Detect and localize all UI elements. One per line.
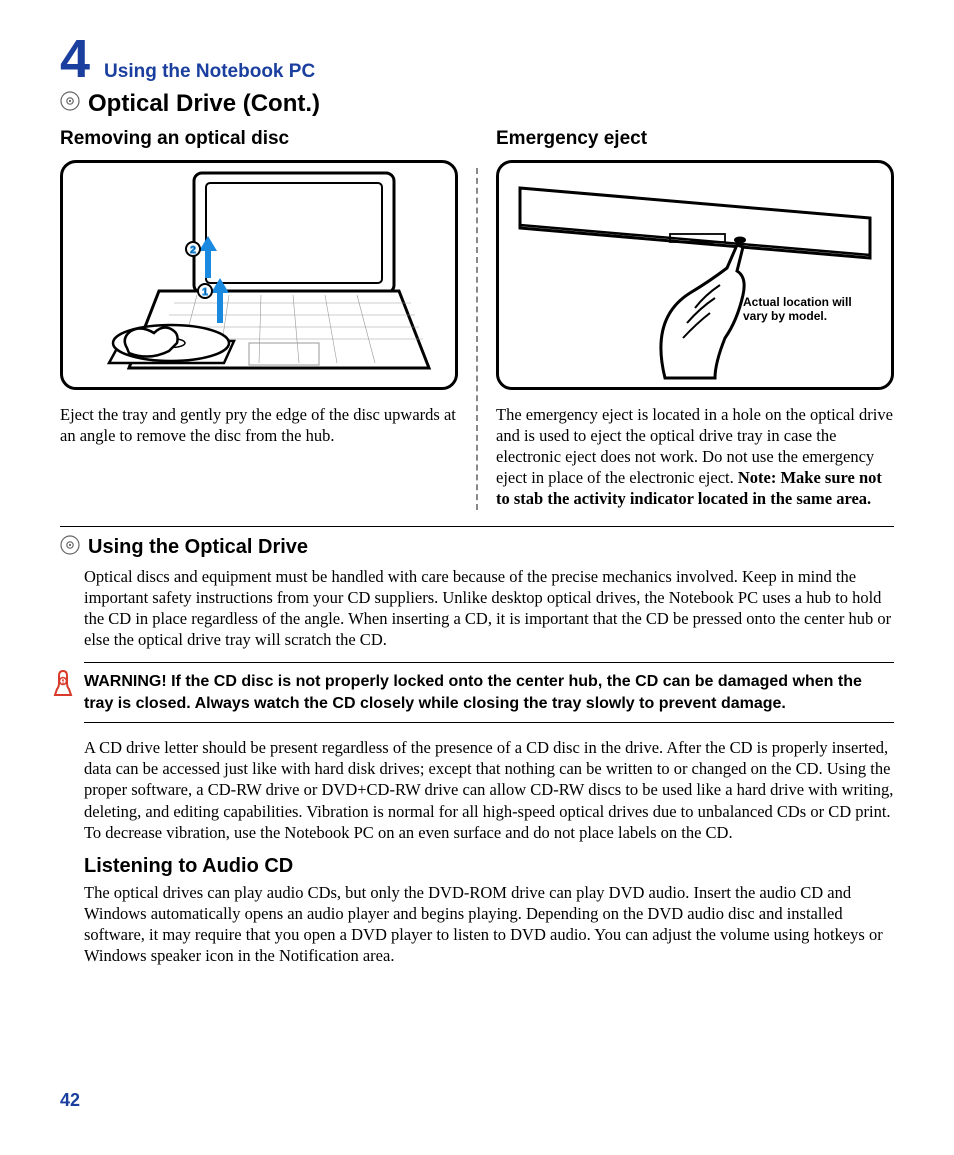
svg-text:2: 2 (190, 245, 196, 256)
using-drive-heading-row: Using the Optical Drive (60, 535, 894, 560)
audio-cd-heading: Listening to Audio CD (84, 855, 894, 878)
section-title: Optical Drive (Cont.) (88, 90, 320, 118)
right-column: Emergency eject Actual location will var… (478, 128, 894, 510)
illustration-note: Actual location will vary by model. (743, 295, 873, 324)
using-drive-heading: Using the Optical Drive (88, 536, 308, 559)
svg-text:1: 1 (202, 287, 208, 298)
left-caption: Eject the tray and gently pry the edge o… (60, 404, 458, 446)
chapter-title: Using the Notebook PC (104, 61, 315, 83)
left-column: Removing an optical disc (60, 128, 476, 510)
section-title-row: Optical Drive (Cont.) (60, 90, 894, 118)
chapter-header: 4 Using the Notebook PC (60, 32, 894, 86)
audio-cd-p1: The optical drives can play audio CDs, b… (84, 882, 894, 966)
warning-text: WARNING! If the CD disc is not properly … (84, 673, 862, 712)
left-heading: Removing an optical disc (60, 128, 458, 150)
two-column-layout: Removing an optical disc (60, 128, 894, 510)
disc-icon (60, 90, 80, 118)
warning-block: WARNING! If the CD disc is not properly … (84, 662, 894, 723)
section-divider (60, 526, 894, 527)
chapter-number: 4 (60, 32, 90, 86)
remove-disc-illustration: 1 2 (60, 160, 458, 390)
using-drive-p1: Optical discs and equipment must be hand… (84, 566, 894, 650)
warning-icon (50, 667, 76, 704)
disc-icon (60, 535, 80, 560)
page-number: 42 (60, 1090, 80, 1111)
emergency-eject-illustration: Actual location will vary by model. (496, 160, 894, 390)
right-heading: Emergency eject (496, 128, 894, 150)
right-caption: The emergency eject is located in a hole… (496, 404, 894, 510)
using-drive-p2: A CD drive letter should be present rega… (84, 737, 894, 843)
